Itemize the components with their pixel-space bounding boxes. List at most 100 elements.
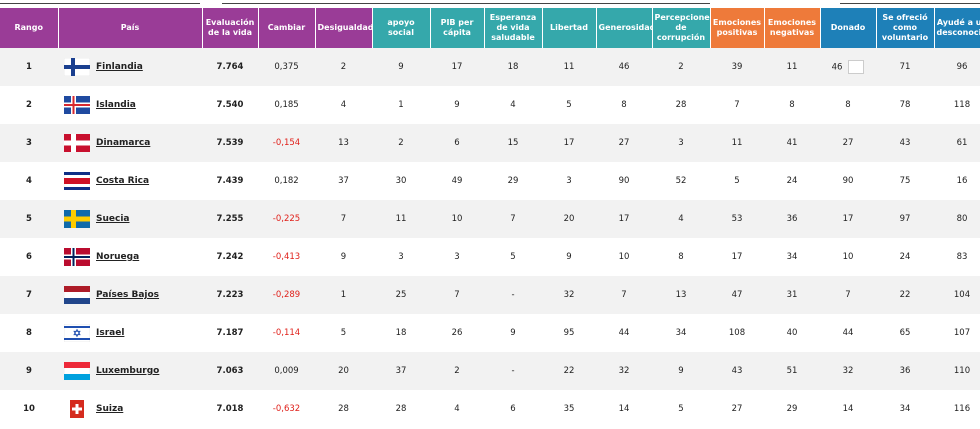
cell-text: 96 bbox=[956, 62, 968, 72]
cell-text: 118 bbox=[953, 100, 971, 110]
cell-text: 108 bbox=[728, 328, 746, 338]
value-cell: 5 bbox=[315, 314, 372, 352]
value-cell: - bbox=[484, 276, 542, 314]
value-cell: 118 bbox=[934, 86, 980, 124]
value-cell: 9 bbox=[430, 86, 484, 124]
value-cell: -0,289 bbox=[258, 276, 315, 314]
value-cell: 97 bbox=[876, 200, 934, 238]
value-cell: 9 bbox=[542, 238, 596, 276]
value-cell: 43 bbox=[710, 352, 764, 390]
cell-text: 90 bbox=[842, 176, 854, 186]
cell-text: 7 bbox=[340, 214, 347, 224]
value-cell: 40 bbox=[764, 314, 820, 352]
cell-text: 27 bbox=[842, 138, 854, 148]
cell-text: 22 bbox=[563, 366, 575, 376]
value-cell: 53 bbox=[710, 200, 764, 238]
cell-text: 10 bbox=[451, 214, 463, 224]
value-cell: 49 bbox=[430, 162, 484, 200]
value-cell: 20 bbox=[315, 352, 372, 390]
country-link[interactable]: Luxemburgo bbox=[96, 366, 160, 376]
cell-text: 17 bbox=[451, 62, 463, 72]
cell-text: 3 bbox=[398, 252, 404, 262]
value-cell: 32 bbox=[820, 352, 876, 390]
cell-text: 46 bbox=[831, 62, 843, 73]
cell-text: 22 bbox=[899, 290, 911, 300]
cell-text: 8 bbox=[845, 100, 851, 110]
value-cell: 43 bbox=[876, 124, 934, 162]
cell-text: 90 bbox=[618, 176, 630, 186]
value-cell: 39 bbox=[710, 48, 764, 86]
country-link[interactable]: Israel bbox=[96, 328, 125, 338]
cell-text: 28 bbox=[395, 404, 407, 414]
value-cell: 7.242 bbox=[202, 238, 258, 276]
flag bbox=[63, 361, 91, 381]
cell-text: 80 bbox=[956, 214, 968, 224]
value-cell: 17 bbox=[542, 124, 596, 162]
value-cell: 7 bbox=[596, 276, 652, 314]
value-cell: 18 bbox=[372, 314, 430, 352]
flag bbox=[63, 323, 91, 343]
flag bbox=[63, 285, 91, 305]
value-cell: 7 bbox=[710, 86, 764, 124]
value-cell: 46 bbox=[820, 48, 876, 86]
rank-cell: 3 bbox=[0, 124, 58, 162]
cell-text: 10 bbox=[23, 404, 35, 414]
cell-text: 44 bbox=[842, 328, 854, 338]
cell-text: 51 bbox=[786, 366, 798, 376]
country-link[interactable]: Finlandia bbox=[96, 62, 143, 72]
cell-text: 5 bbox=[678, 404, 684, 414]
value-cell: 110 bbox=[934, 352, 980, 390]
value-cell: 4 bbox=[315, 86, 372, 124]
cell-text: 7 bbox=[26, 290, 32, 300]
value-cell: -0,154 bbox=[258, 124, 315, 162]
cell-text: 9 bbox=[340, 252, 347, 262]
country-link[interactable]: Dinamarca bbox=[96, 138, 151, 148]
cell-text: 3 bbox=[26, 138, 32, 148]
country-cell: Islandia bbox=[58, 86, 202, 124]
cell-text: 107 bbox=[953, 328, 971, 338]
flag bbox=[63, 95, 91, 115]
value-cell: 32 bbox=[542, 276, 596, 314]
value-cell: 11 bbox=[372, 200, 430, 238]
value-cell: 28 bbox=[372, 390, 430, 428]
value-cell: 44 bbox=[596, 314, 652, 352]
rank-cell: 7 bbox=[0, 276, 58, 314]
cell-text: 7.540 bbox=[216, 100, 244, 110]
value-cell: 10 bbox=[430, 200, 484, 238]
value-cell: 34 bbox=[876, 390, 934, 428]
cell-text: -0,289 bbox=[272, 290, 301, 300]
cell-text: 3 bbox=[566, 176, 572, 186]
cell-text: 9 bbox=[566, 252, 572, 262]
cell-text: 7.255 bbox=[216, 214, 244, 224]
value-cell: 4 bbox=[484, 86, 542, 124]
country-link[interactable]: Suecia bbox=[96, 214, 130, 224]
rule bbox=[0, 3, 200, 4]
table-row: 3 Dinamarca 7.539 -0,154 13 2 6 15 17 27 3 11 41 27 43… bbox=[0, 124, 980, 162]
country-link[interactable]: Noruega bbox=[96, 252, 140, 262]
cell-text: 2 bbox=[398, 138, 404, 148]
column-header: País bbox=[58, 8, 203, 48]
value-cell: 4 bbox=[652, 200, 710, 238]
broken-image bbox=[848, 60, 865, 74]
value-cell: 27 bbox=[820, 124, 876, 162]
value-cell: 7 bbox=[315, 200, 372, 238]
cell-text: 1 bbox=[340, 290, 347, 300]
value-cell: 7.223 bbox=[202, 276, 258, 314]
cell-text: -0,154 bbox=[272, 138, 301, 148]
value-cell: 4 bbox=[430, 390, 484, 428]
cell-text: 7.063 bbox=[216, 366, 244, 376]
cell-text: 9 bbox=[398, 62, 404, 72]
cell-text: 2 bbox=[340, 62, 347, 72]
cell-text: 0,185 bbox=[274, 100, 299, 110]
cell-text: 3 bbox=[678, 138, 684, 148]
value-cell: 14 bbox=[820, 390, 876, 428]
cell-text: 30 bbox=[395, 176, 407, 186]
country-link[interactable]: Islandia bbox=[96, 100, 136, 110]
country-link[interactable]: Países Bajos bbox=[96, 290, 160, 300]
country-link[interactable]: Costa Rica bbox=[96, 176, 150, 186]
cell-text: 97 bbox=[899, 214, 911, 224]
value-cell: 47 bbox=[710, 276, 764, 314]
country-link[interactable]: Suiza bbox=[96, 404, 124, 414]
value-cell: 22 bbox=[876, 276, 934, 314]
